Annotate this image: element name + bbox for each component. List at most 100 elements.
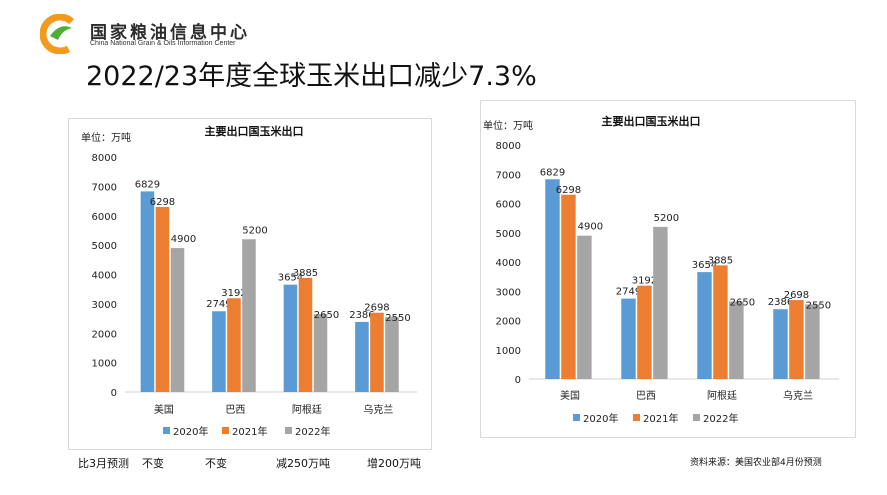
forecast-note-us: 不变	[142, 457, 164, 470]
category-label: 乌克兰	[783, 389, 813, 402]
y-tick-label: 7000	[92, 182, 117, 193]
legend-label: 2020年	[583, 412, 618, 425]
bar	[170, 248, 185, 392]
chart-title: 主要出口国玉米出口	[602, 114, 701, 128]
bar	[242, 239, 256, 392]
category-label: 巴西	[225, 404, 245, 416]
unit-label: 单位：万吨	[81, 131, 131, 144]
legend-swatch	[573, 414, 580, 421]
legend-label: 2021年	[232, 425, 267, 438]
chart-right-svg: 单位：万吨 主要出口国玉米出口 0 1000 2000 3000 4000 5000 6000 7…	[483, 114, 839, 425]
bar	[621, 298, 636, 379]
y-tick-label: 1000	[92, 359, 117, 370]
data-label: 3192	[221, 288, 246, 299]
slide-title: 2022/23年度全球玉米出口减少7.3%	[86, 61, 537, 92]
unit-label: 单位：万吨	[483, 119, 533, 132]
legend-swatch	[285, 427, 292, 434]
bar	[212, 311, 226, 392]
bar	[713, 265, 728, 379]
legend-swatch	[222, 427, 229, 434]
bar	[545, 179, 560, 379]
category-label: 美国	[560, 389, 580, 402]
data-label: 2749	[206, 299, 231, 310]
legend-swatch	[633, 414, 640, 421]
data-label: 3654	[692, 260, 717, 271]
data-label: 5200	[654, 213, 679, 224]
category-label: 阿根廷	[707, 389, 737, 402]
y-tick-label: 6000	[92, 212, 117, 223]
bar	[313, 314, 328, 392]
data-label: 2698	[784, 290, 809, 301]
chart-title: 主要出口国玉米出口	[205, 124, 304, 138]
category-label: 巴西	[636, 390, 656, 402]
data-label: 2650	[730, 297, 755, 308]
bar	[637, 285, 652, 379]
y-tick-label: 8000	[92, 153, 117, 164]
legend-label: 2022年	[295, 425, 330, 438]
data-label: 3885	[708, 255, 733, 266]
logo-icon	[40, 14, 80, 54]
y-tick-label: 7000	[496, 170, 521, 181]
bar	[561, 194, 576, 379]
data-label: 4900	[171, 234, 196, 245]
bar	[155, 206, 170, 392]
legend-label: 2021年	[643, 412, 678, 425]
y-tick-label: 0	[515, 375, 521, 386]
bar	[653, 226, 668, 379]
data-label: 6298	[556, 185, 581, 196]
forecast-note-brazil: 不变	[205, 457, 227, 470]
bar	[789, 300, 804, 379]
logo-english-name: China National Grain & Oils Information …	[90, 40, 236, 47]
legend-label: 2022年	[703, 412, 738, 425]
category-label: 阿根廷	[292, 403, 322, 416]
bar	[227, 298, 241, 392]
y-tick-label: 4000	[92, 271, 117, 282]
data-source: 资料来源：美国农业部4月份预测	[690, 458, 822, 468]
data-label: 2650	[314, 310, 339, 321]
bar	[283, 284, 298, 392]
chart-left: 单位：万吨 主要出口国玉米出口 0 1000 2000 3000 4000 5000 6000 7…	[68, 118, 432, 450]
y-tick-label: 5000	[496, 229, 521, 240]
data-label: 2698	[364, 303, 389, 314]
y-tick-label: 3000	[496, 287, 521, 298]
bar	[805, 304, 820, 379]
bar	[140, 191, 155, 392]
y-tick-label: 8000	[496, 141, 521, 152]
bar	[355, 321, 369, 392]
data-label: 3885	[293, 268, 318, 279]
data-label: 6298	[150, 197, 175, 208]
category-label: 乌克兰	[363, 403, 393, 416]
bar	[729, 301, 744, 379]
legend-swatch	[163, 427, 170, 434]
y-tick-label: 5000	[92, 241, 117, 252]
logo: 国家粮油信息中心 China National Grain & Oils Inf…	[40, 14, 280, 54]
data-label: 6829	[540, 167, 565, 178]
y-tick-label: 6000	[496, 200, 521, 211]
legend-swatch	[693, 414, 700, 421]
bar	[773, 309, 788, 379]
forecast-note-ukraine: 增200万吨	[367, 457, 421, 470]
data-label: 3192	[632, 276, 657, 287]
chart-right: 单位：万吨 主要出口国玉米出口 0 1000 2000 3000 4000 5000 6000 7…	[480, 100, 856, 438]
logo-chinese-name: 国家粮油信息中心	[90, 23, 250, 43]
legend-label: 2020年	[173, 425, 208, 438]
data-label: 2749	[616, 287, 641, 298]
y-tick-label: 3000	[92, 300, 117, 311]
data-label: 3654	[278, 273, 303, 284]
data-label: 4900	[578, 222, 603, 233]
forecast-note-argentina: 减250万吨	[276, 457, 330, 470]
y-tick-label: 1000	[496, 346, 521, 357]
bar	[298, 277, 313, 392]
data-label: 2550	[806, 300, 831, 311]
y-tick-label: 2000	[496, 317, 521, 328]
data-label: 6829	[135, 179, 160, 190]
bar	[697, 272, 712, 379]
y-tick-label: 2000	[92, 329, 117, 340]
category-label: 美国	[154, 403, 174, 416]
forecast-note-prefix: 比3月预测	[78, 457, 129, 470]
y-tick-label: 0	[111, 388, 117, 399]
bar	[577, 235, 592, 379]
chart-left-svg: 单位：万吨 主要出口国玉米出口 0 1000 2000 3000 4000 5000 6000 7…	[81, 124, 417, 438]
y-tick-label: 4000	[496, 258, 521, 269]
bar	[385, 317, 399, 392]
